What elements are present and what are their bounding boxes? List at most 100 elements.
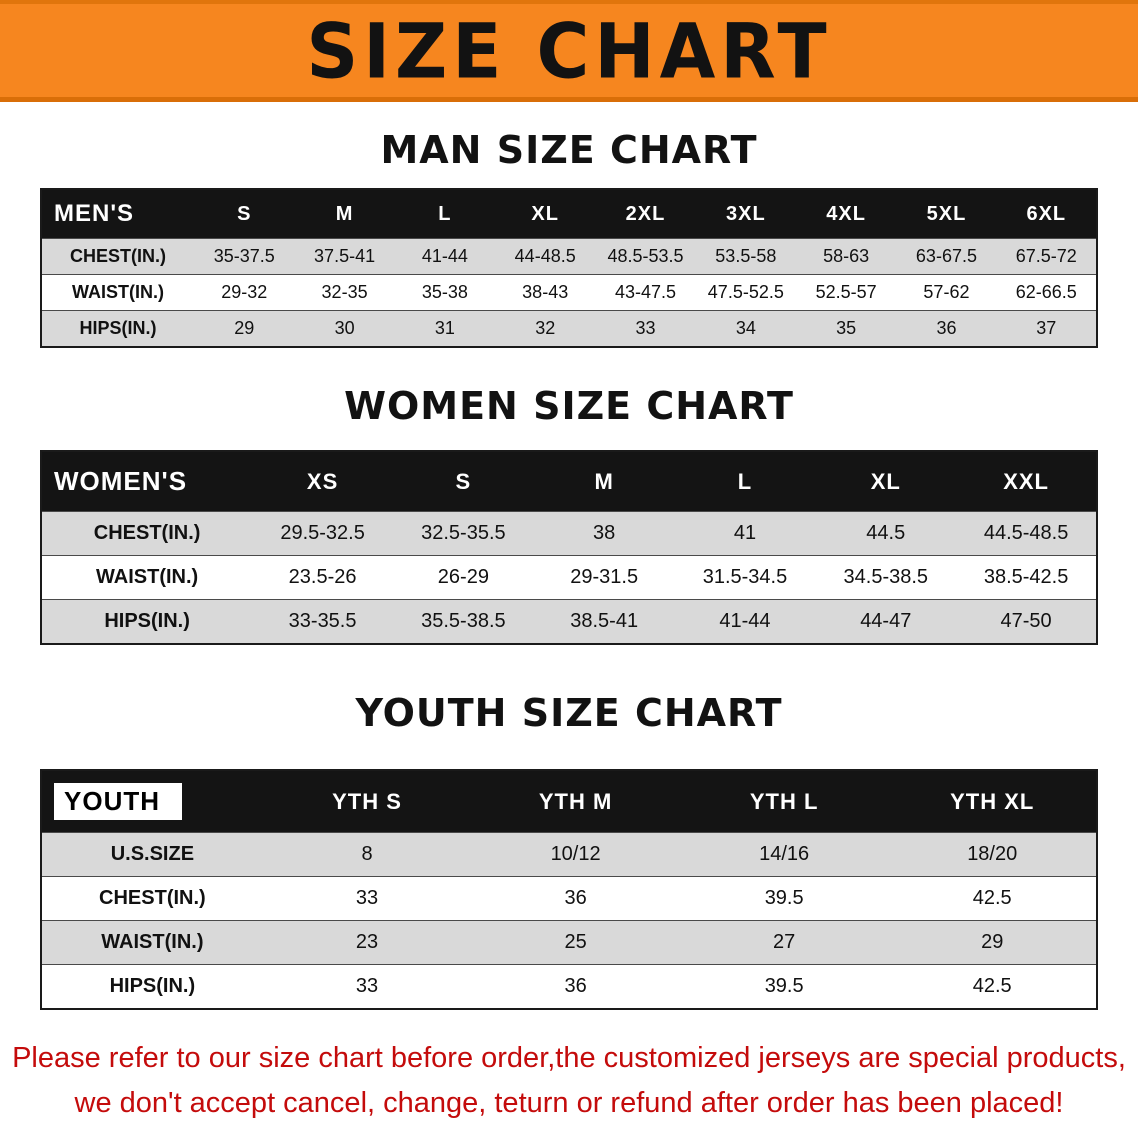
row-label: CHEST(IN.) [41, 511, 253, 556]
header-label-text: XS [306, 468, 339, 494]
size-column-header: L [394, 189, 496, 239]
size-value-cell: 38.5-41 [533, 599, 675, 644]
size-column-header: 6XL [996, 189, 1097, 239]
header-label-text: 2XL [625, 202, 666, 225]
header-label-text: XL [531, 202, 559, 225]
size-value-cell: 42.5 [888, 876, 1097, 921]
row-label: HIPS(IN.) [41, 964, 263, 1009]
size-value-cell: 58-63 [795, 238, 897, 275]
table-row: U.S.SIZE 8 10/12 14/16 18/20 [41, 832, 1097, 877]
size-column-header: 2XL [595, 189, 696, 239]
table-row: CHEST(IN.) 33 36 39.5 42.5 [41, 876, 1097, 921]
size-value-cell: 44-47 [815, 599, 957, 644]
size-column-header: YTH S [262, 770, 472, 833]
size-column-header: YTH XL [888, 770, 1097, 833]
size-column-header: S [392, 451, 534, 512]
size-value-cell: 42.5 [888, 964, 1097, 1009]
size-value-cell: 8 [262, 832, 472, 877]
row-label: CHEST(IN.) [41, 876, 263, 921]
size-value-cell: 38 [533, 511, 675, 556]
table-header-row: WOMEN'S XS S M L XL XXL [41, 451, 1097, 512]
size-value-cell: 10/12 [471, 832, 680, 877]
table-row: CHEST(IN.) 35-37.5 37.5-41 41-44 44-48.5 48.5… [41, 238, 1097, 275]
size-value-cell: 53.5-58 [695, 238, 796, 275]
size-column-header: XL [815, 451, 957, 512]
size-value-cell: 18/20 [888, 832, 1097, 877]
men-section-heading: MAN SIZE CHART [380, 128, 758, 172]
size-value-cell: 36 [471, 964, 680, 1009]
table-header-row: MEN'S S M L XL 2XL 3XL 4XL 5XL 6XL [41, 189, 1097, 239]
men-size-table: MEN'S S M L XL 2XL 3XL 4XL 5XL 6XL CHEST(IN.) 35-37… [40, 188, 1098, 348]
size-value-cell: 34 [695, 310, 796, 347]
header-label-text: 5XL [926, 202, 967, 225]
row-label: WAIST(IN.) [41, 920, 263, 965]
size-value-cell: 37.5-41 [294, 238, 395, 275]
header-label-text: YOUTH [54, 783, 182, 820]
size-value-cell: 41-44 [394, 238, 496, 275]
size-value-cell: 29 [888, 920, 1097, 965]
table-row: HIPS(IN.) 29 30 31 32 33 34 35 36 37 [41, 310, 1097, 347]
size-value-cell: 38.5-42.5 [956, 555, 1097, 600]
size-value-cell: 29.5-32.5 [252, 511, 393, 556]
size-value-cell: 44.5-48.5 [956, 511, 1097, 556]
size-value-cell: 32-35 [294, 274, 395, 311]
size-value-cell: 29 [194, 310, 295, 347]
size-column-header: 5XL [896, 189, 997, 239]
row-label: HIPS(IN.) [41, 310, 195, 347]
youth-section-heading: YOUTH SIZE CHART [355, 691, 783, 735]
size-value-cell: 33 [262, 964, 472, 1009]
size-value-cell: 44.5 [815, 511, 957, 556]
women-section-heading: WOMEN SIZE CHART [344, 384, 794, 428]
size-value-cell: 36 [471, 876, 680, 921]
row-label: WAIST(IN.) [41, 274, 195, 311]
size-value-cell: 33-35.5 [252, 599, 393, 644]
size-value-cell: 34.5-38.5 [815, 555, 957, 600]
size-value-cell: 29-31.5 [533, 555, 675, 600]
size-column-header: M [533, 451, 675, 512]
size-value-cell: 35-37.5 [194, 238, 295, 275]
size-value-cell: 43-47.5 [595, 274, 696, 311]
header-label-text: M [335, 202, 354, 225]
header-label-text: YTH M [538, 788, 613, 814]
header-label-text: YTH L [749, 788, 819, 814]
size-value-cell: 32 [495, 310, 596, 347]
size-value-cell: 38-43 [495, 274, 596, 311]
header-label-text: S [455, 468, 472, 494]
size-column-header: 4XL [795, 189, 897, 239]
header-label-text: 4XL [826, 202, 866, 225]
size-value-cell: 47-50 [956, 599, 1097, 644]
size-value-cell: 33 [595, 310, 696, 347]
header-label-text: 6XL [1026, 202, 1067, 225]
size-value-cell: 41-44 [674, 599, 816, 644]
header-label-text: L [737, 468, 753, 494]
size-chart-banner: SIZE CHART [0, 0, 1138, 102]
size-value-cell: 14/16 [679, 832, 889, 877]
size-value-cell: 26-29 [392, 555, 534, 600]
size-value-cell: 23 [262, 920, 472, 965]
size-value-cell: 31 [394, 310, 496, 347]
table-row: WAIST(IN.) 29-32 32-35 35-38 38-43 43-47.5 47.… [41, 274, 1097, 311]
footer-note: Please refer to our size chart before or… [0, 1036, 1138, 1126]
table-header-row: YOUTH YTH S YTH M YTH L YTH XL [41, 770, 1097, 833]
size-value-cell: 35.5-38.5 [392, 599, 534, 644]
size-value-cell: 35-38 [394, 274, 496, 311]
banner-title: SIZE CHART [306, 6, 832, 95]
size-column-header: 3XL [695, 189, 796, 239]
size-value-cell: 67.5-72 [996, 238, 1097, 275]
header-label-text: XL [870, 468, 901, 494]
size-value-cell: 32.5-35.5 [392, 511, 534, 556]
size-value-cell: 41 [674, 511, 816, 556]
header-label-text: YTH S [332, 788, 402, 814]
size-value-cell: 35 [795, 310, 897, 347]
size-value-cell: 33 [262, 876, 472, 921]
size-column-header: YTH L [679, 770, 889, 833]
row-label: CHEST(IN.) [41, 238, 195, 275]
size-column-header: YTH M [471, 770, 680, 833]
table-corner-label: MEN'S [41, 189, 195, 239]
table-corner-label: WOMEN'S [41, 451, 253, 512]
size-value-cell: 30 [294, 310, 395, 347]
footer-note-line1: Please refer to our size chart before or… [12, 1042, 1126, 1074]
table-row: CHEST(IN.) 29.5-32.5 32.5-35.5 38 41 44.5 44.5… [41, 511, 1097, 556]
youth-size-table: YOUTH YTH S YTH M YTH L YTH XL U.S.SIZE 8 10/12… [40, 769, 1098, 1010]
header-label-text: XXL [1003, 468, 1049, 494]
